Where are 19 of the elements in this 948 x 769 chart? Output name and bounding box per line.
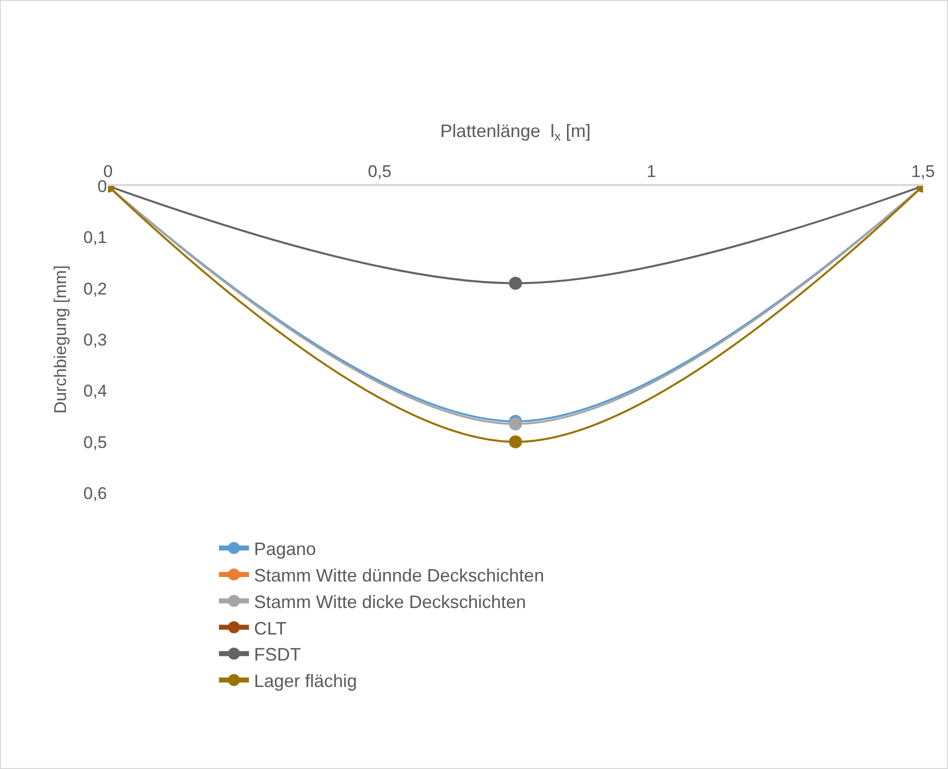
x-tick-label: 0,5 [368,162,392,182]
legend-label: Lager flächig [254,671,358,692]
legend-label: Stamm Witte dicke Deckschichten [254,592,526,612]
y-tick-label: 0 [98,176,107,196]
legend-label: CLT [254,618,287,638]
y-axis-title: Durchbiegung [mm] [50,265,70,414]
legend-label: FSDT [254,644,301,665]
y-tick-label: 0,6 [83,484,107,503]
legend-label: Pagano [254,539,316,560]
point [509,417,522,430]
y-tick-label: 0,5 [83,432,107,452]
x-axis-title: Plattenlänge l$_{x}$ [m] [440,120,591,144]
legend-label: Stamm Witte dünnde Deckschichten [254,565,544,586]
x-tick-label: 1 [646,162,656,182]
y-tick-label: 0,1 [83,228,107,248]
x-tick-label: 1,5 [911,162,935,182]
y-tick-label: 0,4 [83,382,107,401]
y-tick-label: 0,2 [83,279,107,298]
y-tick-label: 0,3 [83,330,107,350]
